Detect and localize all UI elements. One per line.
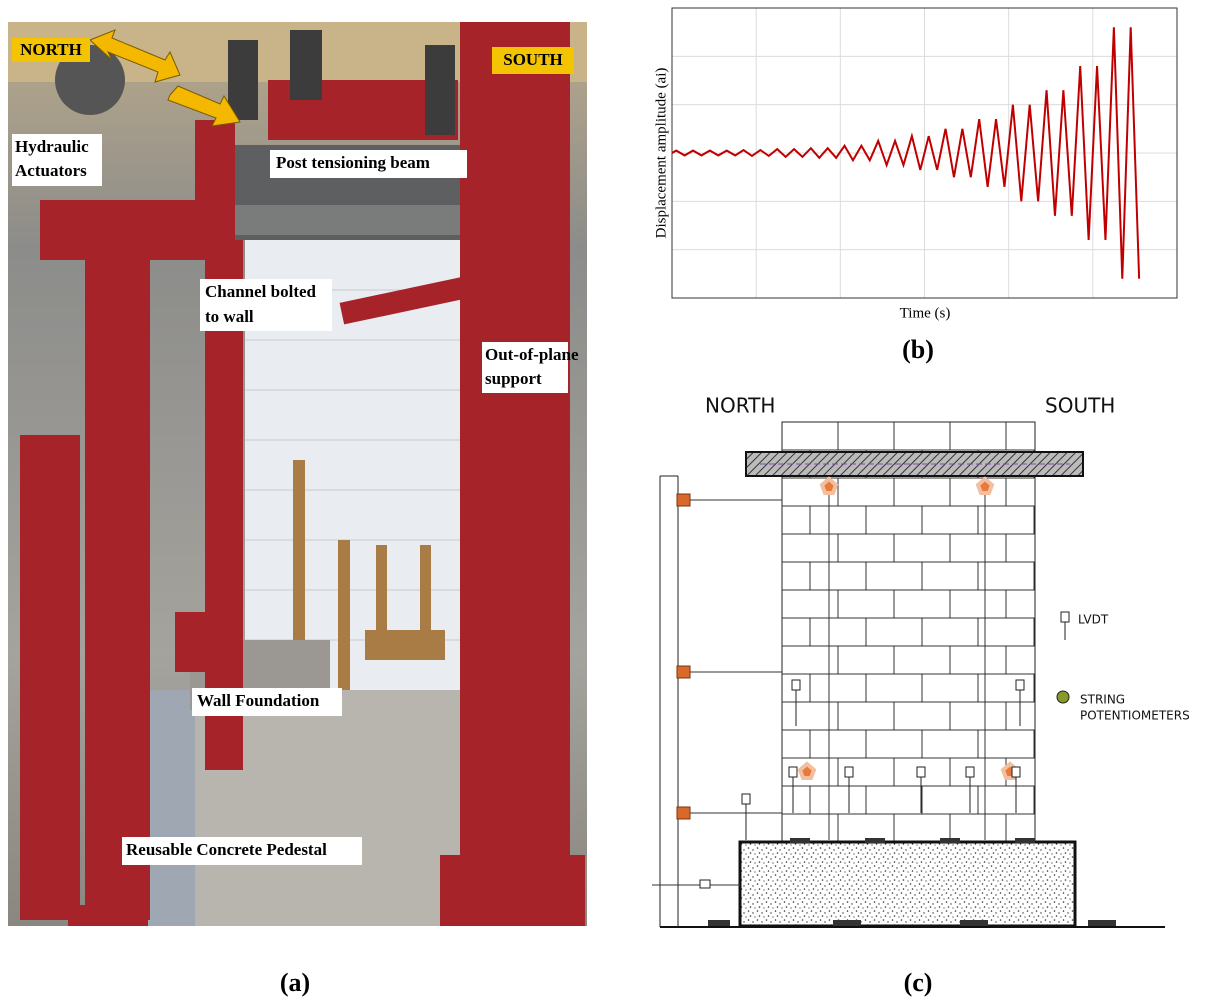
legend-label: STRING <box>1080 693 1125 707</box>
lvdt <box>792 680 800 690</box>
photo-label: Wall Foundation <box>197 691 320 710</box>
lvdt <box>742 794 750 804</box>
lvdt <box>966 767 974 777</box>
caption: (a) <box>280 968 310 997</box>
photo-label: Post tensioning beam <box>276 153 430 172</box>
x-axis-label: Time (s) <box>900 305 951 321</box>
legend-label: POTENTIOMETERS <box>1080 709 1190 723</box>
y-axis-label: Displacement amplitude (ai) <box>653 68 669 239</box>
page: {"photo": {"caption": "(a)", "labels": {… <box>0 0 1213 1004</box>
diagram-label: SOUTH <box>1045 394 1115 418</box>
lvdt <box>789 767 797 777</box>
lvdt <box>917 767 925 777</box>
photo-label: Reusable Concrete Pedestal <box>126 840 327 859</box>
lvdt <box>1012 767 1020 777</box>
figure: NORTH SOUTH Hydraulic Actuators Post ten… <box>0 0 1213 1004</box>
photo-label: Out-of-plane <box>485 345 579 364</box>
legend-label: LVDT <box>1078 613 1109 627</box>
lvdt <box>845 767 853 777</box>
photo-label: NORTH <box>20 40 82 59</box>
photo-label: to wall <box>205 307 254 326</box>
chart: Time (s) Displacement amplitude (ai) <box>653 8 1177 321</box>
lvdt <box>1016 680 1024 690</box>
photo: NORTH SOUTH Hydraulic Actuators Post ten… <box>8 22 587 926</box>
diagram-label: NORTH <box>705 394 775 418</box>
diagram: NORTH SOUTH <box>652 394 1190 928</box>
caption: (c) <box>904 968 933 997</box>
photo-label: Channel bolted <box>205 282 317 301</box>
caption: (b) <box>902 335 934 364</box>
photo-label: support <box>485 369 542 388</box>
photo-label: Hydraulic <box>15 137 89 156</box>
lvdt <box>700 880 710 888</box>
photo-label: SOUTH <box>503 50 563 69</box>
photo-label: Actuators <box>15 161 87 180</box>
